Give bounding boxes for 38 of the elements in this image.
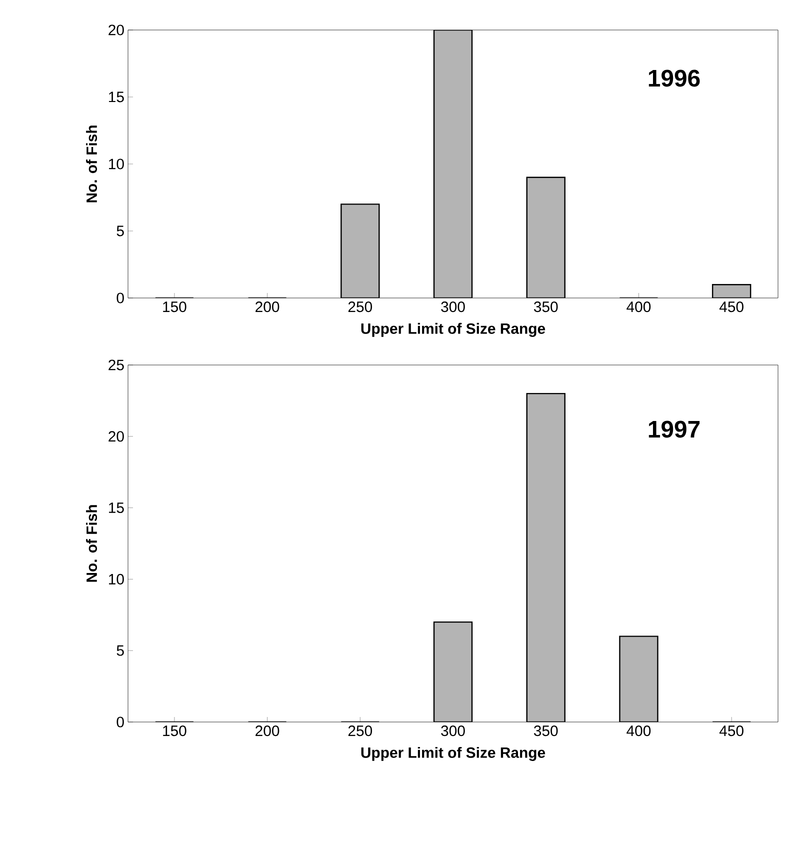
bar: [712, 284, 752, 298]
x-tick-label: 400: [626, 726, 651, 736]
y-tick-label: 5: [116, 645, 124, 656]
x-axis-title: Upper Limit of Size Range: [361, 322, 546, 337]
bar: [526, 176, 566, 298]
y-tick-label: 25: [108, 360, 124, 370]
y-tick-label: 0: [116, 716, 124, 728]
x-tick-label: 250: [348, 302, 372, 312]
bar: [526, 392, 566, 722]
x-tick-label: 300: [441, 302, 465, 312]
y-tick-label: 20: [108, 24, 124, 36]
y-axis-title: No. of Fish: [86, 126, 98, 202]
x-tick-label: 200: [256, 726, 280, 736]
bar: [340, 204, 380, 298]
y-tick-label: 15: [109, 92, 124, 102]
x-tick-label: 300: [441, 726, 465, 736]
y-tick-label: 20: [108, 431, 124, 442]
x-tick-label: 250: [348, 726, 372, 736]
x-axis-title: Upper Limit of Size Range: [361, 746, 546, 761]
y-tick-label: 10: [109, 158, 124, 170]
x-tick-label: 150: [163, 302, 186, 312]
text: 1996: [648, 70, 700, 87]
bar: [433, 621, 473, 722]
x-tick-label: 200: [256, 302, 280, 312]
bar: [619, 636, 658, 722]
x-tick-label: 450: [719, 302, 744, 312]
x-tick-label: 150: [163, 726, 186, 736]
y-tick-label: 5: [116, 226, 124, 236]
y-axis-title: No. of Fish: [86, 505, 98, 582]
x-tick-label: 350: [534, 302, 558, 312]
y-tick-label: 10: [109, 574, 124, 584]
x-tick-label: 450: [719, 726, 744, 736]
y-tick-label: 15: [109, 502, 124, 514]
text: 1997: [648, 420, 700, 438]
y-tick-label: 0: [116, 292, 124, 304]
bar: [433, 30, 473, 298]
x-tick-label: 400: [626, 302, 651, 312]
x-tick-label: 350: [534, 726, 558, 736]
